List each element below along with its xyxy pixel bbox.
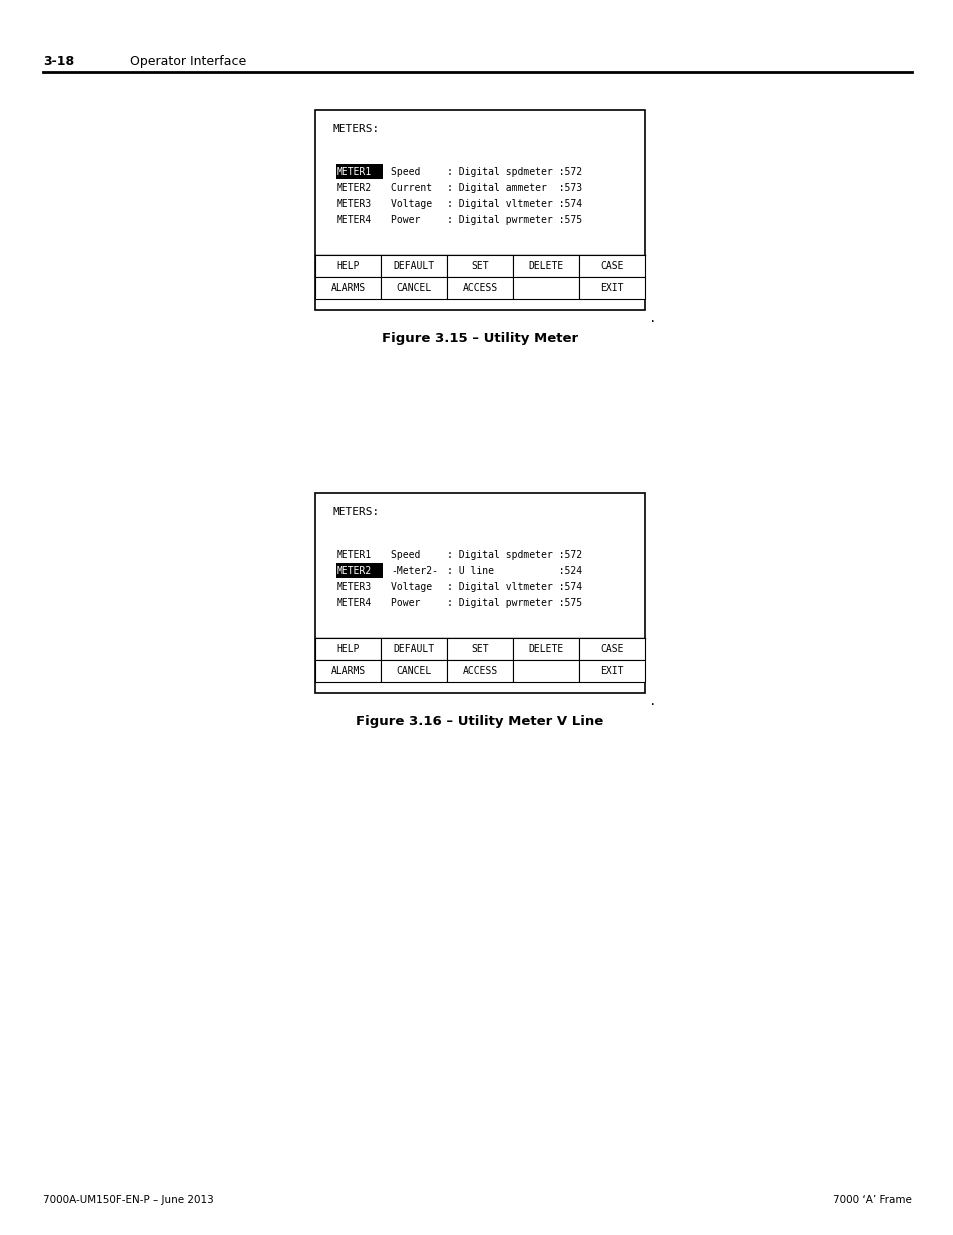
Text: DELETE: DELETE <box>528 261 563 270</box>
Text: DELETE: DELETE <box>528 643 563 655</box>
Text: 3-18: 3-18 <box>43 56 74 68</box>
Bar <box>314 659 380 682</box>
Text: : Digital vltmeter :574: : Digital vltmeter :574 <box>447 199 581 209</box>
Bar <box>578 277 644 299</box>
Bar <box>314 638 380 659</box>
Text: SET: SET <box>471 261 488 270</box>
Text: METER4: METER4 <box>336 215 372 225</box>
Text: CANCEL: CANCEL <box>395 666 431 676</box>
Text: Current: Current <box>391 183 437 193</box>
Text: CANCEL: CANCEL <box>395 283 431 293</box>
Text: : Digital ammeter  :573: : Digital ammeter :573 <box>447 183 581 193</box>
Text: Power: Power <box>391 215 437 225</box>
Text: DEFAULT: DEFAULT <box>393 261 435 270</box>
Text: 7000 ‘A’ Frame: 7000 ‘A’ Frame <box>832 1195 911 1205</box>
Bar <box>513 277 578 299</box>
Text: HELP: HELP <box>335 643 359 655</box>
Text: METER1: METER1 <box>336 551 372 561</box>
Text: Speed: Speed <box>391 167 437 177</box>
Text: EXIT: EXIT <box>599 283 623 293</box>
Text: EXIT: EXIT <box>599 666 623 676</box>
Text: CASE: CASE <box>599 643 623 655</box>
Text: CASE: CASE <box>599 261 623 270</box>
Text: METER3: METER3 <box>336 199 372 209</box>
Text: SET: SET <box>471 643 488 655</box>
Text: : Digital spdmeter :572: : Digital spdmeter :572 <box>447 551 581 561</box>
Text: METER2: METER2 <box>336 183 372 193</box>
Text: : Digital pwrmeter :575: : Digital pwrmeter :575 <box>447 598 581 608</box>
Text: Figure 3.15 – Utility Meter: Figure 3.15 – Utility Meter <box>381 332 578 345</box>
Text: ACCESS: ACCESS <box>462 666 497 676</box>
Bar <box>578 638 644 659</box>
Text: DEFAULT: DEFAULT <box>393 643 435 655</box>
Bar <box>578 659 644 682</box>
Text: METERS:: METERS: <box>333 508 380 517</box>
Text: ALARMS: ALARMS <box>330 283 365 293</box>
Text: METER1: METER1 <box>336 167 372 177</box>
Text: Voltage: Voltage <box>391 199 437 209</box>
Bar <box>380 659 447 682</box>
Text: METER4: METER4 <box>336 598 372 608</box>
Bar <box>380 638 447 659</box>
Text: Operator Interface: Operator Interface <box>130 56 246 68</box>
Text: Power: Power <box>391 598 437 608</box>
Text: : Digital vltmeter :574: : Digital vltmeter :574 <box>447 582 581 593</box>
Text: .: . <box>648 695 656 708</box>
Bar <box>335 563 382 578</box>
Text: : Digital spdmeter :572: : Digital spdmeter :572 <box>447 167 581 177</box>
Text: .: . <box>648 312 656 325</box>
Bar <box>380 277 447 299</box>
Text: HELP: HELP <box>335 261 359 270</box>
Bar <box>578 254 644 277</box>
Bar <box>314 493 644 693</box>
Text: 7000A-UM150F-EN-P – June 2013: 7000A-UM150F-EN-P – June 2013 <box>43 1195 213 1205</box>
Bar <box>447 254 513 277</box>
Text: : Digital pwrmeter :575: : Digital pwrmeter :575 <box>447 215 581 225</box>
Text: Speed: Speed <box>391 551 437 561</box>
Text: Figure 3.16 – Utility Meter V Line: Figure 3.16 – Utility Meter V Line <box>356 715 603 727</box>
Text: METER3: METER3 <box>336 582 372 593</box>
Text: METER2: METER2 <box>336 566 372 577</box>
Bar <box>314 277 380 299</box>
Bar <box>314 110 644 310</box>
Text: ALARMS: ALARMS <box>330 666 365 676</box>
Bar <box>513 638 578 659</box>
Bar <box>314 254 380 277</box>
Bar <box>447 659 513 682</box>
Bar <box>513 659 578 682</box>
Bar <box>447 638 513 659</box>
Text: Voltage: Voltage <box>391 582 437 593</box>
Text: METERS:: METERS: <box>333 124 380 135</box>
Bar <box>380 254 447 277</box>
Bar <box>513 254 578 277</box>
Bar <box>447 277 513 299</box>
Text: ACCESS: ACCESS <box>462 283 497 293</box>
Text: : U line           :524: : U line :524 <box>447 566 581 577</box>
Bar <box>335 164 382 179</box>
Text: -Meter2-: -Meter2- <box>391 566 437 577</box>
